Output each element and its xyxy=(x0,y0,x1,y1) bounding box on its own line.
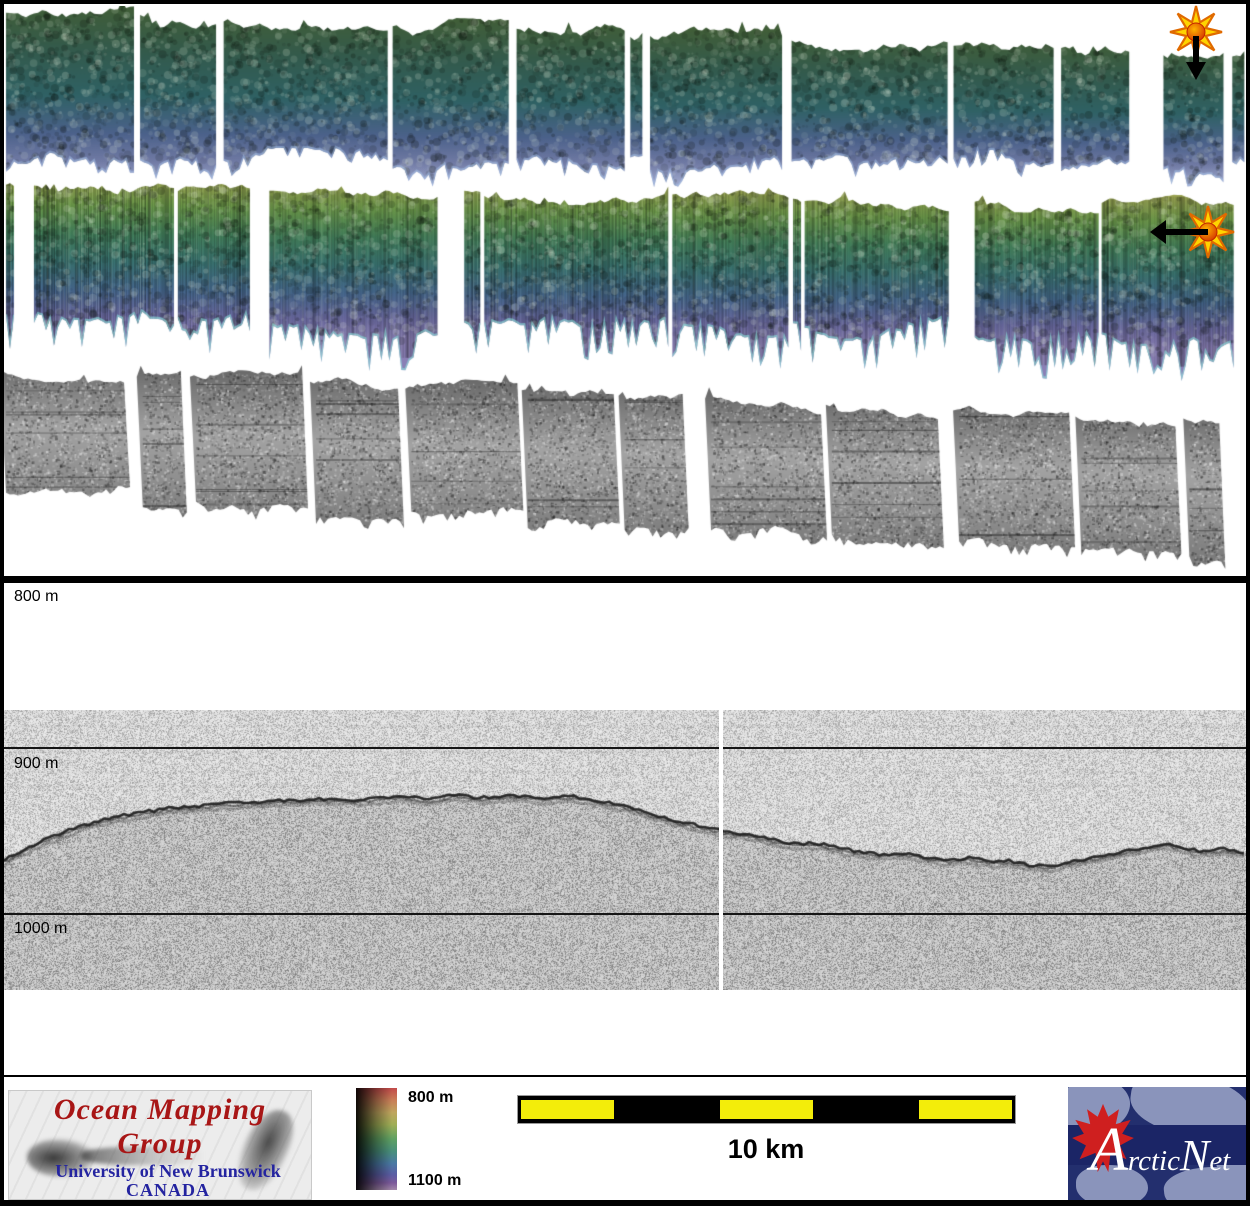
swath-panel xyxy=(0,0,1250,576)
scale-bar-segment-black xyxy=(617,1096,716,1123)
sun-marker-down-arrow-icon xyxy=(1169,5,1223,80)
omg-fish-shadow-left-tail xyxy=(81,1147,211,1165)
colorbar-top-label: 800 m xyxy=(408,1089,454,1106)
sun-marker-left-arrow-icon xyxy=(1150,205,1235,259)
arcticnet-et: et xyxy=(1209,1145,1231,1177)
separator-profile-footer xyxy=(0,1075,1250,1077)
frame-top xyxy=(0,0,1250,4)
ocean-mapping-group-logo: Ocean Mapping Group University of New Br… xyxy=(8,1090,312,1200)
omg-title: Ocean Mapping Group xyxy=(53,1093,267,1160)
scale-bar-segment-yellow xyxy=(916,1096,1015,1123)
arcticnet-rctic: rctic xyxy=(1127,1145,1180,1177)
scale-bar-yellow-fill xyxy=(521,1100,615,1119)
profile-segment-divider xyxy=(719,710,723,990)
colorbar-hillshade-overlay xyxy=(356,1088,397,1190)
scale-bar-label: 10 km xyxy=(727,1134,805,1164)
arcticnet-letter-A: A xyxy=(1090,1116,1128,1184)
backscatter-strip-canvas xyxy=(4,356,1246,576)
map-scale-bar xyxy=(518,1096,1015,1123)
scale-bar-segment-yellow xyxy=(717,1096,816,1123)
depth-axis-label: 800 m xyxy=(14,588,59,605)
maple-leaf-shape xyxy=(1072,1103,1134,1173)
colorbar-bottom-label: 1100 m xyxy=(408,1172,462,1189)
scale-bar-yellow-fill xyxy=(918,1100,1013,1119)
arrow-shaft xyxy=(1193,36,1199,64)
arrow-shaft xyxy=(1164,229,1208,235)
frame-left xyxy=(0,0,4,1206)
depth-gridline xyxy=(4,747,1246,749)
maple-leaf-icon xyxy=(1072,1103,1134,1173)
depth-axis-label: 1000 m xyxy=(14,920,68,937)
arcticnet-letter-N: N xyxy=(1179,1131,1210,1180)
depth-colorbar xyxy=(356,1088,397,1190)
scale-bar-yellow-fill xyxy=(719,1100,814,1119)
scale-bar-segment-yellow xyxy=(518,1096,617,1123)
arcticnet-wordmark: ArcticNet xyxy=(1090,1115,1230,1186)
omg-country: CANADA xyxy=(126,1180,210,1200)
scale-bar-segment-black xyxy=(816,1096,915,1123)
frame-right xyxy=(1246,0,1250,1206)
omg-university: University of New Brunswick xyxy=(55,1161,281,1181)
arcticnet-logo: ArcticNet xyxy=(1068,1087,1246,1200)
depth-gridline xyxy=(4,913,1246,915)
frame-bottom xyxy=(0,1200,1250,1206)
separator-swath-profile xyxy=(0,576,1250,583)
depth-axis-label: 900 m xyxy=(14,755,59,772)
arrow-head xyxy=(1150,220,1166,244)
arrow-head xyxy=(1186,62,1206,80)
subbottom-profile-canvas xyxy=(4,710,1246,990)
arcticnet-map-landmass xyxy=(1076,1165,1148,1200)
